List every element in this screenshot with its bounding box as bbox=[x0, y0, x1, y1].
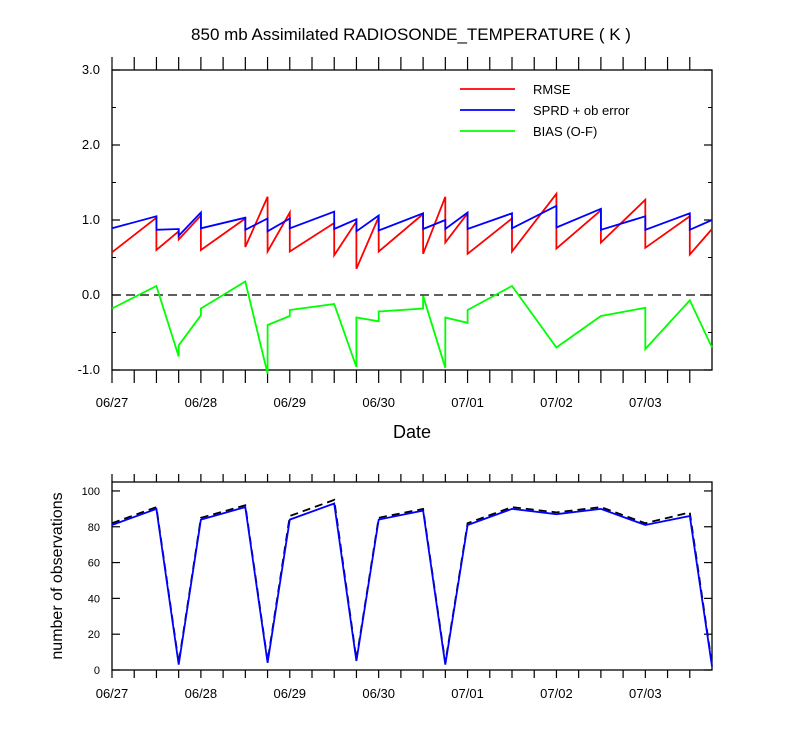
y-tick-label: 3.0 bbox=[82, 62, 100, 77]
y-tick-label: 60 bbox=[88, 558, 100, 570]
x-tick-label: 06/28 bbox=[185, 686, 218, 701]
top-x-axis: 06/27 06/28 06/29 06/30 07/01 07/02 07/03 bbox=[96, 57, 691, 410]
bottom-y-axis: 0 20 40 60 80 100 bbox=[82, 486, 712, 677]
y-tick-label: 0 bbox=[94, 665, 100, 677]
x-tick-label: 07/03 bbox=[629, 395, 662, 410]
top-chart-title: 850 mb Assimilated RADIOSONDE_TEMPERATUR… bbox=[191, 25, 631, 44]
x-tick-label: 07/01 bbox=[451, 395, 484, 410]
y-tick-label: 2.0 bbox=[82, 137, 100, 152]
legend-label-rmse: RMSE bbox=[533, 82, 571, 97]
series-line-rmse bbox=[111, 191, 713, 270]
series-line-sprd-ob-error bbox=[111, 204, 713, 239]
bottom-y-axis-label: number of observations bbox=[49, 492, 66, 659]
legend: RMSE SPRD + ob error BIAS (O-F) bbox=[460, 82, 630, 139]
x-tick-label: 06/29 bbox=[274, 686, 307, 701]
top-chart: 850 mb Assimilated RADIOSONDE_TEMPERATUR… bbox=[78, 25, 713, 442]
bottom-series bbox=[111, 498, 713, 667]
y-tick-label: -1.0 bbox=[78, 362, 100, 377]
top-x-axis-label: Date bbox=[393, 422, 431, 442]
x-tick-label: 06/30 bbox=[362, 395, 395, 410]
y-tick-label: 1.0 bbox=[82, 212, 100, 227]
top-series bbox=[111, 191, 713, 375]
bottom-chart: 0 20 40 60 80 100 06/27 06/28 06/29 06/30 07/01 07… bbox=[49, 474, 713, 701]
y-tick-label: 40 bbox=[88, 593, 100, 605]
x-tick-label: 07/02 bbox=[540, 395, 573, 410]
x-tick-label: 06/27 bbox=[96, 686, 129, 701]
y-tick-label: 80 bbox=[88, 522, 100, 534]
series-line-bias-o-f bbox=[111, 280, 713, 375]
x-tick-label: 06/30 bbox=[362, 686, 395, 701]
bottom-x-axis: 06/27 06/28 06/29 06/30 07/01 07/02 07/03 bbox=[96, 474, 691, 701]
x-tick-label: 07/02 bbox=[540, 686, 573, 701]
x-tick-label: 06/29 bbox=[274, 395, 307, 410]
legend-label-bias: BIAS (O-F) bbox=[533, 124, 597, 139]
y-tick-label: 100 bbox=[82, 486, 100, 498]
x-tick-label: 06/28 bbox=[185, 395, 218, 410]
y-tick-label: 0.0 bbox=[82, 287, 100, 302]
x-tick-label: 06/27 bbox=[96, 395, 129, 410]
x-tick-label: 07/01 bbox=[451, 686, 484, 701]
series-line-assimilated-observations bbox=[111, 502, 713, 667]
x-tick-label: 07/03 bbox=[629, 686, 662, 701]
y-tick-label: 20 bbox=[88, 629, 100, 641]
series-line-possible-observations bbox=[111, 498, 713, 665]
legend-label-sprd: SPRD + ob error bbox=[533, 103, 630, 118]
bottom-plot-frame bbox=[111, 481, 713, 671]
